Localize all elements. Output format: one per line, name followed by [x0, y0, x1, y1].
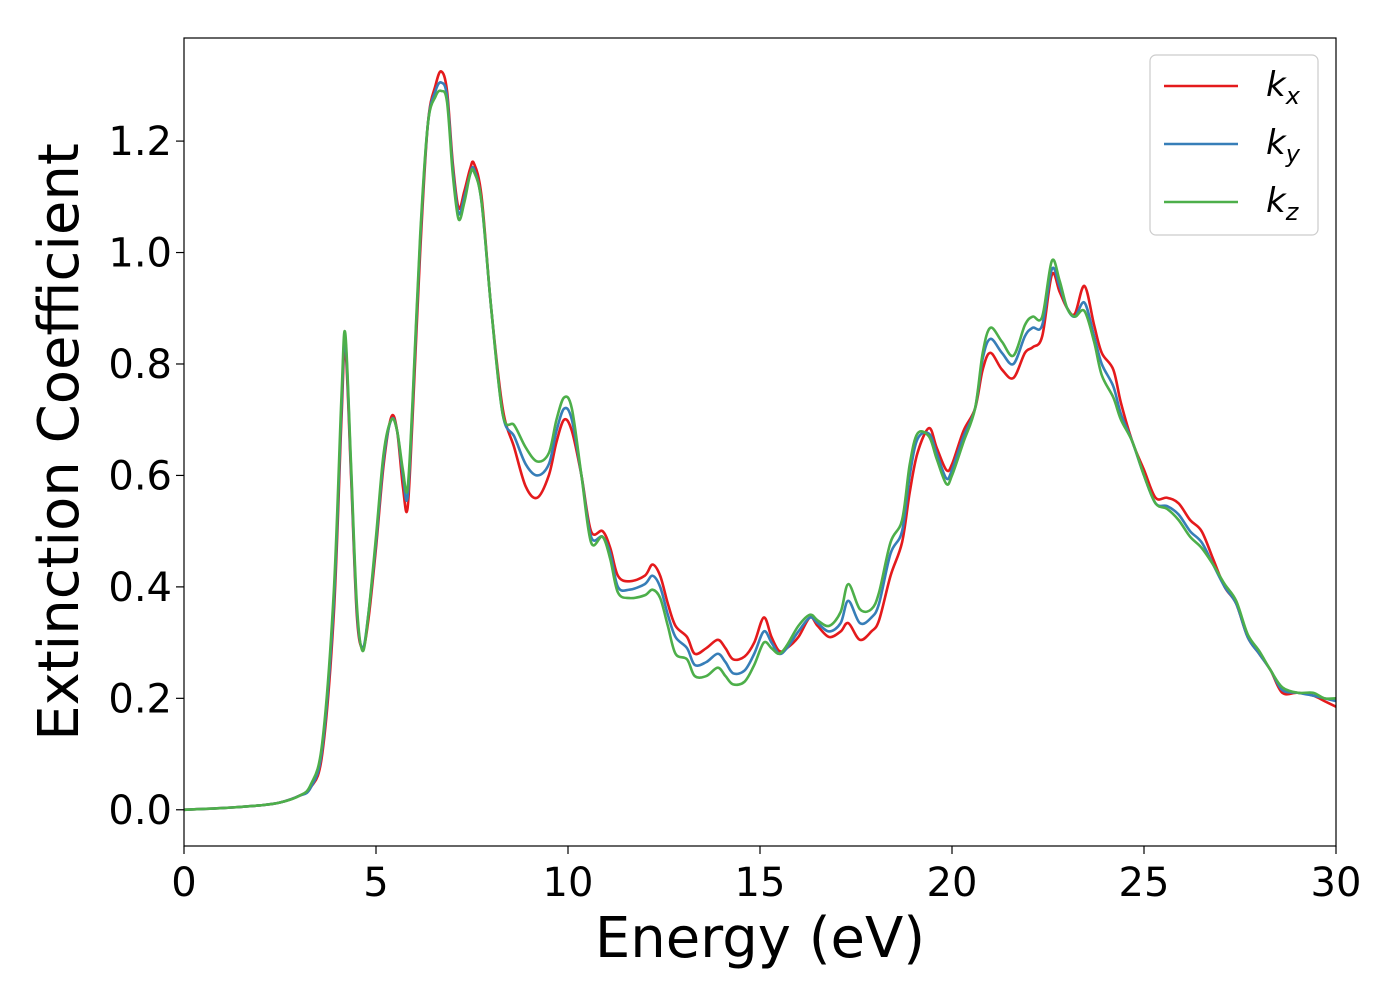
x-tick-label: 30: [1311, 860, 1362, 906]
legend-label-x: kx: [1266, 65, 1301, 110]
series-group: [184, 70, 1336, 812]
x-tick-label: 5: [363, 860, 388, 906]
x-tick-label: 20: [927, 860, 978, 906]
y-tick-label: 1.2: [108, 119, 172, 165]
plot-area: [184, 38, 1336, 846]
y-tick-label: 0.2: [108, 676, 172, 722]
x-tick-label: 0: [171, 860, 196, 906]
y-tick-label: 0.0: [108, 788, 172, 834]
x-axis-ticks: 0 5 10 15 20 25 30: [171, 846, 1361, 906]
x-tick-label: 10: [543, 860, 594, 906]
legend-label-y: ky: [1266, 123, 1301, 168]
y-tick-label: 0.8: [108, 342, 172, 388]
y-axis-label: Extinction Coefficient: [27, 143, 92, 741]
series-line-z: [184, 89, 1336, 812]
y-axis-ticks: 0.0 0.2 0.4 0.6 0.8 1.0 1.2: [108, 119, 184, 834]
x-axis-label: Energy (eV): [595, 906, 925, 971]
legend: kx ky kz: [1149, 54, 1319, 236]
y-tick-label: 1.0: [108, 231, 172, 277]
y-tick-label: 0.4: [108, 565, 172, 611]
x-tick-label: 15: [735, 860, 786, 906]
legend-label-z: kz: [1266, 181, 1300, 226]
y-tick-label: 0.6: [108, 453, 172, 499]
x-tick-label: 25: [1119, 860, 1170, 906]
